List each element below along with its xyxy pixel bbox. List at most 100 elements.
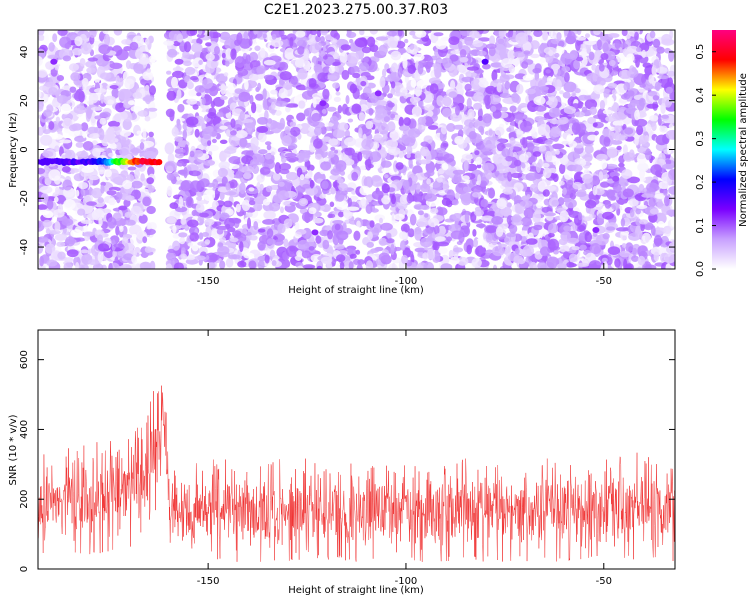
spectral-cell (277, 223, 286, 234)
spectral-cell (381, 195, 391, 205)
spectral-cell (38, 90, 42, 98)
spectral-cell (420, 237, 433, 248)
spectral-cell (273, 239, 284, 246)
spectral-cell (279, 61, 289, 71)
spectral-cell (201, 97, 206, 106)
spectral-cell (205, 42, 212, 47)
spectral-cell (544, 212, 556, 217)
spectral-cell (481, 215, 494, 222)
spectral-cell (521, 61, 529, 69)
spectral-cell (114, 134, 127, 146)
spectral-cell (424, 213, 429, 218)
spectral-cell (481, 240, 488, 248)
spectral-cell (563, 170, 573, 180)
spectral-cell (453, 253, 459, 260)
spectral-cell (612, 120, 624, 127)
spectral-cell (62, 55, 72, 62)
spectral-cell (639, 83, 646, 88)
spectral-cell (562, 187, 567, 195)
spectral-cell (634, 135, 639, 146)
spectral-cell (320, 30, 328, 36)
spectral-cell (574, 88, 581, 94)
spectral-cell (454, 192, 460, 200)
spectral-cell (667, 70, 675, 77)
spectral-cell (272, 172, 281, 181)
spectral-cell (115, 102, 126, 113)
spectral-cell (499, 92, 511, 99)
spectral-cell (313, 217, 324, 224)
spectral-cell (473, 91, 484, 102)
spectral-cell (344, 137, 357, 147)
spectral-cell (480, 199, 489, 208)
spectral-cell (461, 175, 470, 182)
spectral-cell (141, 140, 155, 148)
spectral-cell (501, 148, 511, 158)
spectral-cell (536, 202, 543, 209)
spectral-cell (456, 88, 465, 95)
spectral-cell (78, 182, 89, 190)
spectral-cell (659, 125, 668, 133)
spectral-cell (581, 106, 588, 113)
spectral-cell (530, 53, 540, 59)
spectral-cell (270, 121, 283, 134)
spectral-cell (230, 130, 237, 136)
spectral-cell (459, 49, 467, 58)
spectral-cell (651, 122, 657, 132)
spectral-cell (308, 246, 315, 251)
spectral-cell (296, 39, 308, 48)
spectral-cell (74, 36, 83, 47)
spectral-cell (542, 163, 550, 168)
spectral-cell (585, 199, 597, 209)
spectral-cell (363, 176, 374, 189)
spectral-cell (492, 264, 498, 269)
spectral-cell (54, 64, 59, 71)
spectral-cell (393, 92, 406, 97)
spectral-cell (124, 78, 135, 90)
spectral-cell (522, 245, 535, 257)
spectral-cell (178, 196, 184, 209)
spectral-cell (542, 31, 548, 41)
spectral-cell (214, 46, 220, 55)
spectral-cell (436, 241, 449, 247)
spectral-cell (70, 169, 75, 175)
spectral-cell (169, 110, 175, 122)
spectral-cell (322, 239, 330, 250)
spectral-cell (576, 189, 587, 197)
spectral-cell (546, 75, 553, 85)
spectral-cell (248, 74, 259, 81)
spectral-cell (633, 54, 642, 60)
spectral-cell (45, 243, 56, 254)
spectral-cell (555, 149, 560, 155)
spectral-cell (205, 252, 218, 263)
spectral-cell (270, 39, 284, 48)
spectral-cell (196, 37, 203, 45)
spectral-cell (263, 59, 276, 66)
spectral-cell (532, 138, 544, 144)
spectral-cell (207, 140, 212, 147)
spectral-cell (608, 33, 620, 38)
spectral-cell (120, 170, 129, 178)
spectral-cell (593, 84, 605, 95)
spectral-cell (345, 95, 350, 105)
spectral-cell (203, 159, 216, 166)
spectral-cell (566, 261, 575, 268)
spectral-cell (657, 221, 665, 228)
spectral-cell (178, 232, 188, 238)
spectral-cell (180, 253, 187, 260)
spectral-cell (648, 74, 655, 84)
spectral-cell (584, 40, 597, 46)
spectral-cell (130, 105, 143, 112)
spectral-cell (382, 68, 387, 78)
spectral-cell (411, 105, 422, 118)
spectral-cell (148, 131, 154, 138)
spectral-cell (522, 74, 534, 81)
spectral-cell (582, 173, 593, 184)
spectral-cell (52, 33, 58, 43)
spectral-cell (338, 211, 344, 218)
spectral-cell (657, 75, 670, 80)
spectral-cell (70, 229, 83, 238)
spectral-cell (100, 93, 105, 104)
spectral-cell (571, 246, 580, 251)
spectral-cell (501, 207, 512, 216)
spectral-cell (543, 198, 551, 206)
